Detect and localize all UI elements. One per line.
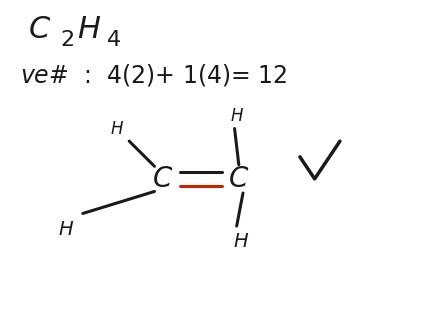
Text: $\mathit{2}$: $\mathit{2}$ [60,30,73,50]
Text: $\mathit{H}$: $\mathit{H}$ [109,120,123,138]
Text: $\mathit{C}$: $\mathit{C}$ [152,165,173,193]
Text: $\mathit{H}$: $\mathit{H}$ [58,220,74,239]
Text: $\mathit{4}$: $\mathit{4}$ [106,30,121,50]
Text: $\mathit{H}$: $\mathit{H}$ [229,107,243,125]
Text: $\mathit{H}$: $\mathit{H}$ [76,15,101,44]
Text: $\mathit{ve}$#  :  4(2)+ 1(4)= 12: $\mathit{ve}$# : 4(2)+ 1(4)= 12 [20,62,287,88]
Text: $\mathit{C}$: $\mathit{C}$ [227,165,249,193]
Text: $\mathit{C}$: $\mathit{C}$ [28,15,51,44]
Text: $\mathit{H}$: $\mathit{H}$ [232,232,248,251]
